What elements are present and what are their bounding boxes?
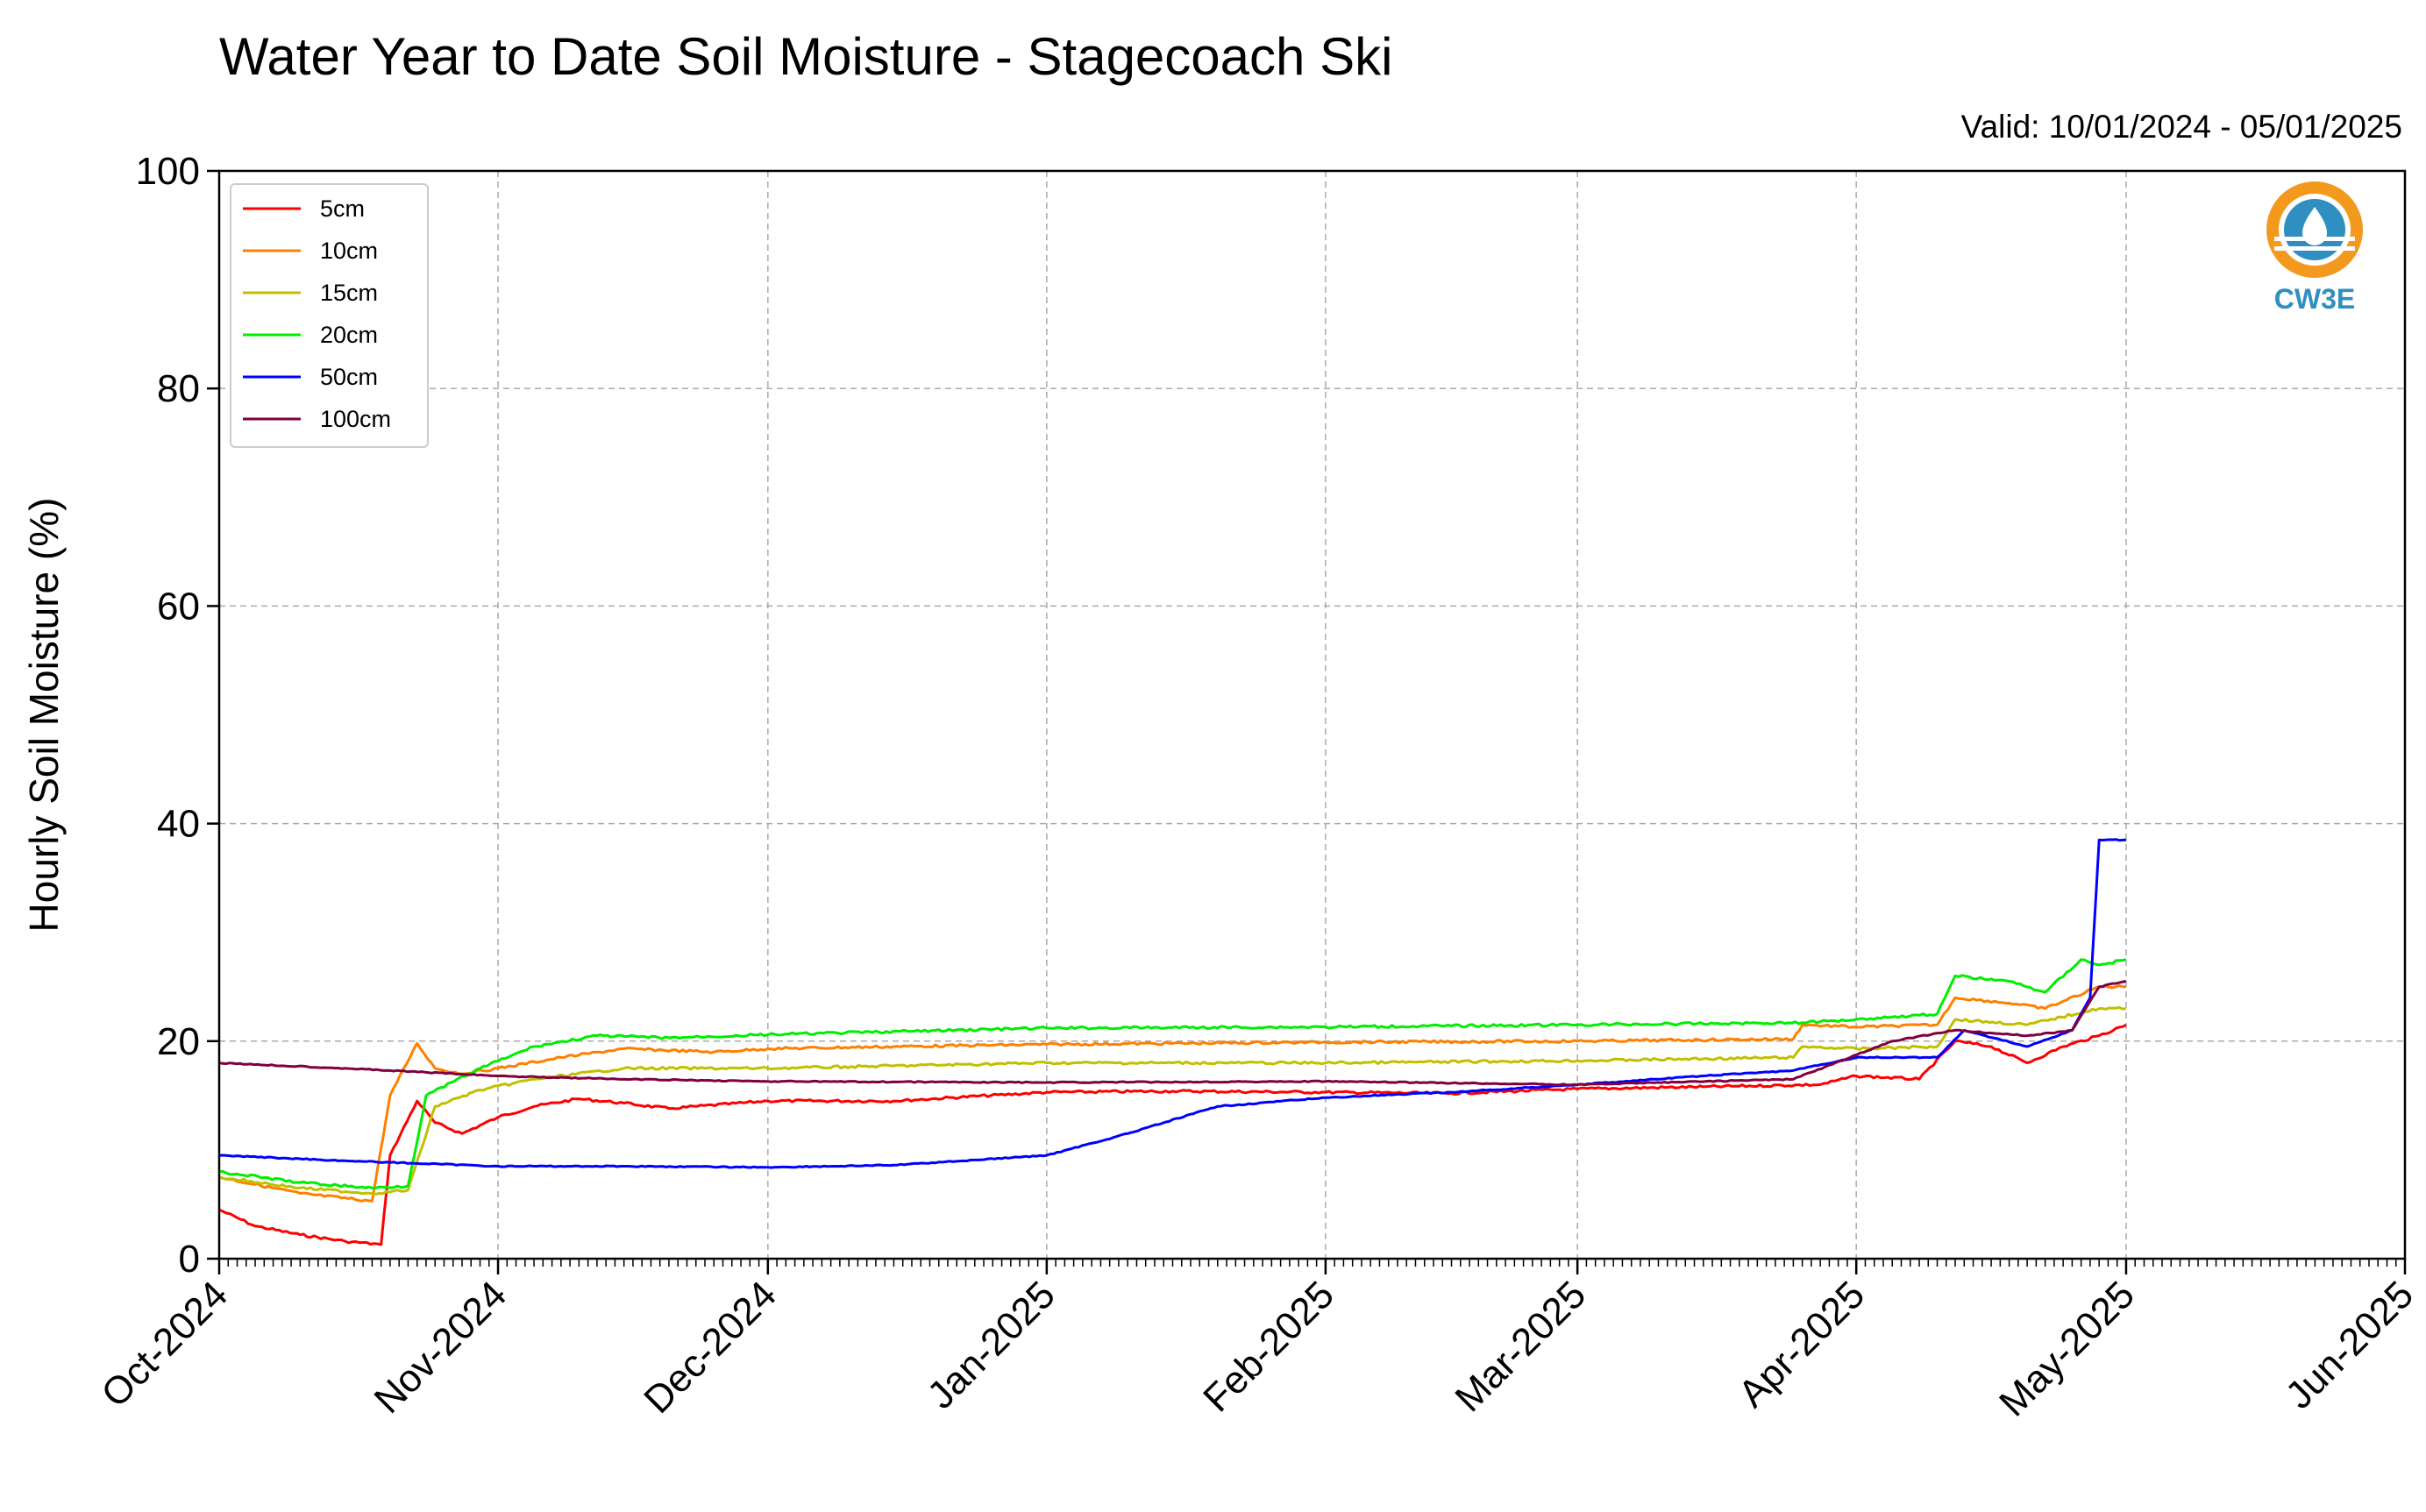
x-tick-label: Apr-2025 bbox=[1731, 1273, 1874, 1416]
legend: 5cm 10cm 15cm 20cm 50cm 100cm bbox=[230, 183, 429, 448]
chart-subtitle: Valid: 10/01/2024 - 05/01/2025 bbox=[1960, 109, 2402, 145]
x-tick-label: Jun-2025 bbox=[2278, 1273, 2422, 1416]
x-tick-label: Nov-2024 bbox=[366, 1273, 516, 1422]
series-line-10cm bbox=[218, 984, 2127, 1203]
logo-ring-icon bbox=[2266, 181, 2363, 278]
x-tick-label: Dec-2024 bbox=[636, 1273, 785, 1422]
x-tick-label: Oct-2024 bbox=[93, 1273, 236, 1416]
legend-label: 10cm bbox=[320, 238, 378, 264]
legend-label: 20cm bbox=[320, 322, 378, 348]
y-tick-label: 0 bbox=[179, 1238, 200, 1281]
chart-title: Water Year to Date Soil Moisture - Stage… bbox=[219, 27, 1393, 86]
plot-frame bbox=[217, 169, 2407, 1260]
legend-label: 100cm bbox=[320, 406, 391, 432]
grid bbox=[219, 171, 2405, 1259]
x-tick-label: May-2025 bbox=[1991, 1273, 2143, 1424]
x-tick-label: Feb-2025 bbox=[1195, 1273, 1342, 1420]
series-line-20cm bbox=[218, 958, 2127, 1189]
x-tick-label: Mar-2025 bbox=[1447, 1273, 1594, 1420]
y-tick-label: 100 bbox=[136, 150, 200, 193]
logo-wave-icon bbox=[2274, 246, 2355, 251]
y-tick-label: 20 bbox=[157, 1020, 200, 1063]
y-tick-label: 80 bbox=[157, 367, 200, 410]
series-line-50cm bbox=[218, 838, 2127, 1169]
legend-label: 15cm bbox=[320, 280, 378, 306]
ticks: 0 20 40 60 80 100 Oct-2024 Nov-2024 Dec-2024 Jan-… bbox=[93, 150, 2422, 1424]
series-lines bbox=[218, 838, 2127, 1246]
legend-label: 5cm bbox=[320, 195, 365, 222]
y-axis-title: Hourly Soil Moisture (%) bbox=[21, 498, 67, 933]
series-line-15cm bbox=[218, 1005, 2127, 1196]
series-line-100cm bbox=[218, 980, 2127, 1087]
cw3e-logo: CW3E bbox=[2266, 181, 2363, 315]
y-tick-label: 40 bbox=[157, 803, 200, 846]
y-tick-label: 60 bbox=[157, 585, 200, 628]
series-line-5cm bbox=[218, 1023, 2127, 1246]
x-tick-label: Jan-2025 bbox=[920, 1273, 1064, 1416]
legend-label: 50cm bbox=[320, 364, 378, 390]
logo-text: CW3E bbox=[2274, 283, 2355, 315]
logo-drop-icon bbox=[2302, 207, 2327, 245]
